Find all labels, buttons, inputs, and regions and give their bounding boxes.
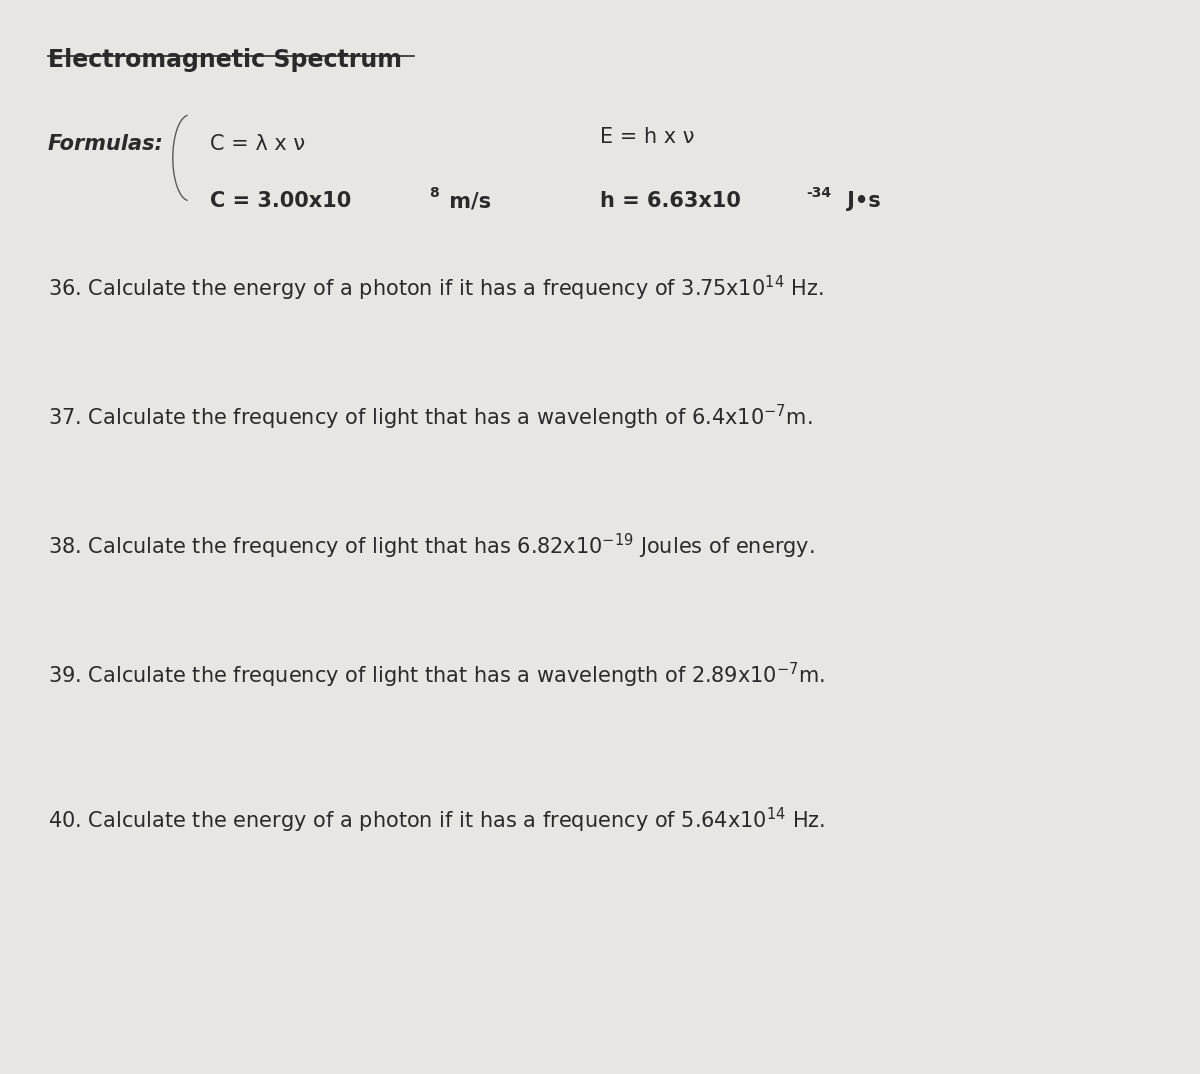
- Text: -34: -34: [806, 186, 832, 200]
- Text: 36. Calculate the energy of a photon if it has a frequency of 3.75x10$^{14}$ Hz.: 36. Calculate the energy of a photon if …: [48, 274, 823, 303]
- Text: 39. Calculate the frequency of light that has a wavelength of 2.89x10$^{-7}$m.: 39. Calculate the frequency of light tha…: [48, 661, 826, 690]
- Text: C = λ x ν: C = λ x ν: [210, 134, 305, 155]
- Text: 37. Calculate the frequency of light that has a wavelength of 6.4x10$^{-7}$m.: 37. Calculate the frequency of light tha…: [48, 403, 812, 432]
- Text: C = 3.00x10: C = 3.00x10: [210, 191, 352, 212]
- Text: 8: 8: [430, 186, 439, 200]
- Text: Electromagnetic Spectrum: Electromagnetic Spectrum: [48, 48, 402, 72]
- Text: m/s: m/s: [442, 191, 491, 212]
- Text: Formulas:: Formulas:: [48, 134, 164, 155]
- Text: E = h x ν: E = h x ν: [600, 127, 695, 147]
- Text: 40. Calculate the energy of a photon if it has a frequency of 5.64x10$^{14}$ Hz.: 40. Calculate the energy of a photon if …: [48, 806, 826, 834]
- Text: 38. Calculate the frequency of light that has 6.82x10$^{-19}$ Joules of energy.: 38. Calculate the frequency of light tha…: [48, 532, 815, 561]
- Text: J•s: J•s: [840, 191, 881, 212]
- Text: h = 6.63x10: h = 6.63x10: [600, 191, 740, 212]
